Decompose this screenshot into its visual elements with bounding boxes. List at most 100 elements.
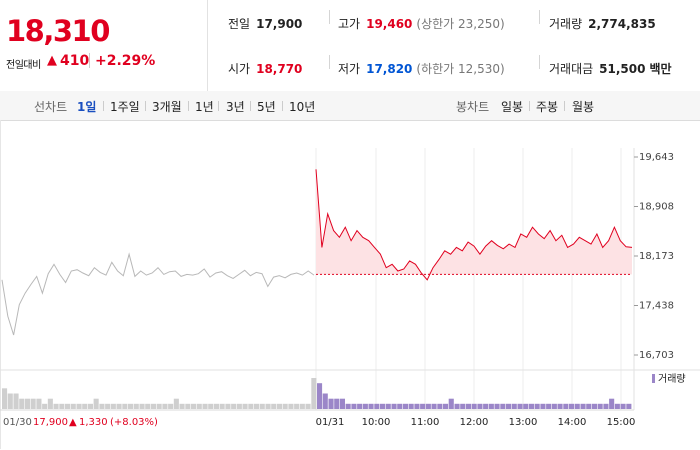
volume-bar	[110, 403, 116, 409]
volume-bar	[425, 403, 431, 409]
volume-bar	[500, 403, 506, 409]
volume-bar	[259, 403, 265, 409]
volume-bar	[603, 403, 609, 409]
tab-1week[interactable]: 1주일	[110, 100, 140, 114]
volume-bar	[517, 403, 523, 409]
divider	[103, 101, 104, 111]
volume-bar	[99, 403, 105, 409]
volume-bar	[534, 403, 540, 409]
tab-1day[interactable]: 1일	[77, 100, 97, 114]
volume-bar	[334, 398, 340, 409]
stat-open: 시가 18,770	[228, 60, 302, 77]
stat-label: 시가	[228, 62, 251, 76]
volume-bar	[454, 403, 460, 409]
volume-bar	[271, 403, 277, 409]
tab-daily-candle[interactable]: 일봉	[501, 100, 524, 114]
divider	[329, 55, 330, 69]
volume-bar	[569, 403, 575, 409]
x-tick-label: 13:00	[509, 417, 538, 428]
volume-bar	[288, 403, 294, 409]
volume-bar	[357, 403, 363, 409]
up-arrow-icon: ▲	[69, 417, 77, 428]
volume-bar	[431, 403, 437, 409]
stat-label: 거래대금	[549, 62, 594, 76]
tab-5year[interactable]: 5년	[257, 100, 276, 114]
volume-bar	[208, 403, 214, 409]
stat-value: 17,820	[366, 62, 413, 76]
volume-bar	[122, 403, 128, 409]
stat-label: 저가	[338, 62, 361, 76]
tab-monthly-candle[interactable]: 월봉	[572, 100, 595, 114]
volume-bar	[339, 398, 345, 409]
tab-1year[interactable]: 1년	[195, 100, 214, 114]
volume-bar	[317, 383, 323, 409]
volume-bar	[276, 403, 282, 409]
lower-limit: (하한가 12,530)	[416, 62, 505, 76]
divider	[282, 101, 283, 111]
change-value: 410	[60, 53, 90, 69]
volume-bar	[557, 403, 563, 409]
stat-high: 고가 19,460 (상한가 23,250)	[338, 15, 505, 32]
volume-bar	[477, 403, 483, 409]
volume-legend-label: 거래량	[658, 373, 686, 385]
chart-tabs-bar: 선차트 1일 1주일 3개월 1년 3년 5년 10년 봉차트 일봉 주봉 월봉	[0, 91, 700, 121]
volume-bar	[391, 403, 397, 409]
current-price: 18,310	[6, 14, 110, 48]
chart-grid	[0, 148, 700, 411]
volume-bar	[7, 393, 13, 409]
stat-value: 18,770	[256, 62, 303, 76]
divider	[250, 101, 251, 111]
volume-bar	[65, 403, 71, 409]
x-tick-label: 15:00	[607, 417, 636, 428]
tab-3year[interactable]: 3년	[226, 100, 245, 114]
volume-bar	[408, 403, 414, 409]
stat-amount: 거래대금 51,500 백만	[549, 60, 672, 77]
volume-bar	[282, 403, 288, 409]
volume-bar	[511, 403, 517, 409]
volume-bar	[311, 378, 317, 409]
current-price-box: 18,310 전일대비 ▲ 410 +2.29%	[0, 0, 208, 91]
stat-label: 거래량	[549, 17, 583, 31]
divider	[564, 101, 565, 111]
volume-bar	[437, 403, 443, 409]
volume-bar	[59, 403, 65, 409]
volume-bar	[242, 403, 248, 409]
stat-value: 51,500	[599, 62, 646, 76]
volume-bar	[368, 403, 374, 409]
volume-bar	[551, 403, 557, 409]
volume-bar	[225, 403, 231, 409]
tab-10year[interactable]: 10년	[289, 100, 316, 114]
volume-bar	[2, 388, 8, 409]
volume-bar	[380, 403, 386, 409]
volume-bar	[24, 398, 30, 409]
y-tick-label: 17,438	[639, 301, 674, 312]
volume-bar	[173, 398, 179, 409]
x-tick-label: 11:00	[411, 417, 440, 428]
divider	[329, 10, 330, 24]
stat-value: 2,774,835	[588, 17, 656, 31]
volume-bar	[494, 403, 500, 409]
divider	[539, 10, 540, 24]
candle-chart-label: 봉차트	[456, 100, 490, 114]
footer-percent: (+8.03%)	[110, 417, 158, 428]
volume-bar	[219, 403, 225, 409]
volume-bar	[483, 403, 489, 409]
tab-3month[interactable]: 3개월	[152, 100, 182, 114]
volume-legend-swatch	[652, 374, 655, 383]
volume-bar	[402, 403, 408, 409]
divider	[89, 53, 90, 68]
volume-bar	[397, 403, 403, 409]
prev-close-footer: 01/30 17,900 ▲ 1,330 (+8.03%)	[3, 417, 158, 428]
volume-bar	[591, 403, 597, 409]
up-arrow-icon: ▲	[47, 53, 57, 68]
volume-bar	[13, 393, 19, 409]
volume-bar	[563, 403, 569, 409]
volume-bar	[506, 403, 512, 409]
y-tick-label: 18,173	[639, 251, 674, 262]
volume-bar	[523, 403, 529, 409]
volume-bar	[465, 403, 471, 409]
tab-weekly-candle[interactable]: 주봉	[536, 100, 559, 114]
volume-bar	[162, 403, 168, 409]
